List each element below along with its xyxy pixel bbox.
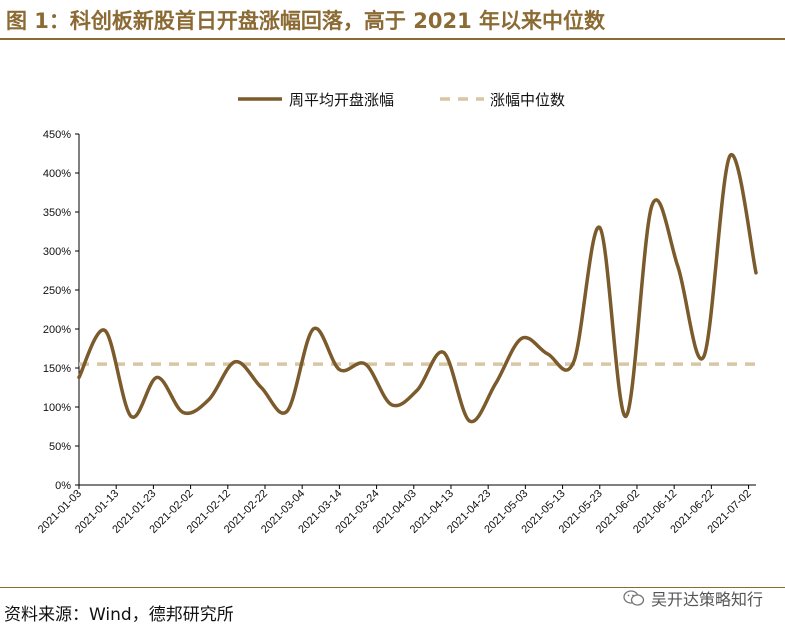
wechat-icon xyxy=(623,590,645,606)
data-point xyxy=(390,403,393,406)
data-point xyxy=(494,382,497,385)
legend: 周平均开盘涨幅 涨幅中位数 xyxy=(238,91,565,109)
legend-label-weekly-avg: 周平均开盘涨幅 xyxy=(289,91,394,109)
y-axis-ticks: 0% 50% 100% 150% 200% 250% 300% 350% 400% 450% xyxy=(43,129,79,492)
data-point xyxy=(624,415,627,418)
source-note: 资料来源：Wind，德邦研究所 xyxy=(4,605,234,625)
legend-label-median: 涨幅中位数 xyxy=(490,92,565,109)
data-point xyxy=(650,204,653,207)
watermark-text: 吴开达策略知行 xyxy=(650,590,763,609)
data-point xyxy=(442,351,445,354)
y-tick-label: 50% xyxy=(49,441,71,453)
data-point xyxy=(234,360,237,363)
x-axis-ticks: 2021-01-032021-01-132021-01-232021-02-02… xyxy=(36,485,754,536)
data-point xyxy=(364,363,367,366)
data-point xyxy=(130,415,133,418)
title-rule xyxy=(0,38,785,40)
data-point xyxy=(572,360,575,363)
title-bar: 图 1：科创板新股首日开盘涨幅回落，高于 2021 年以来中位数 xyxy=(0,0,785,40)
data-point xyxy=(312,328,315,331)
data-point xyxy=(286,409,289,412)
data-point xyxy=(598,226,601,229)
watermark: 吴开达策略知行 xyxy=(623,586,763,610)
y-tick-label: 450% xyxy=(43,129,71,141)
data-point xyxy=(676,265,679,268)
y-tick-label: 300% xyxy=(43,246,71,258)
data-point xyxy=(416,388,419,391)
y-tick-label: 200% xyxy=(43,324,71,336)
page-title: 图 1：科创板新股首日开盘涨幅回落，高于 2021 年以来中位数 xyxy=(6,9,605,33)
data-point xyxy=(338,368,341,371)
y-tick-label: 150% xyxy=(43,363,71,375)
y-tick-label: 100% xyxy=(43,402,71,414)
data-point xyxy=(208,398,211,401)
y-tick-label: 0% xyxy=(55,480,71,492)
data-point xyxy=(78,376,81,379)
data-point xyxy=(546,352,549,355)
plot-area xyxy=(77,153,758,424)
data-point xyxy=(260,386,263,389)
data-point xyxy=(182,411,185,414)
y-tick-label: 250% xyxy=(43,285,71,297)
data-point xyxy=(156,376,159,379)
data-point xyxy=(755,271,758,274)
data-point xyxy=(520,337,523,340)
data-point xyxy=(468,420,471,423)
data-point xyxy=(702,355,705,358)
data-point xyxy=(104,329,107,332)
series-weekly-avg-line xyxy=(77,153,758,424)
axes xyxy=(78,134,756,486)
chart-area: 周平均开盘涨幅 涨幅中位数 0% 50% 100% 150% 200% 250% 300% 3… xyxy=(0,40,785,585)
y-tick-label: 400% xyxy=(43,168,71,180)
footer-rule xyxy=(0,587,785,588)
y-tick-label: 350% xyxy=(43,207,71,219)
line-chart: 周平均开盘涨幅 涨幅中位数 0% 50% 100% 150% 200% 250% 300% 3… xyxy=(36,91,758,536)
data-point xyxy=(728,154,731,157)
